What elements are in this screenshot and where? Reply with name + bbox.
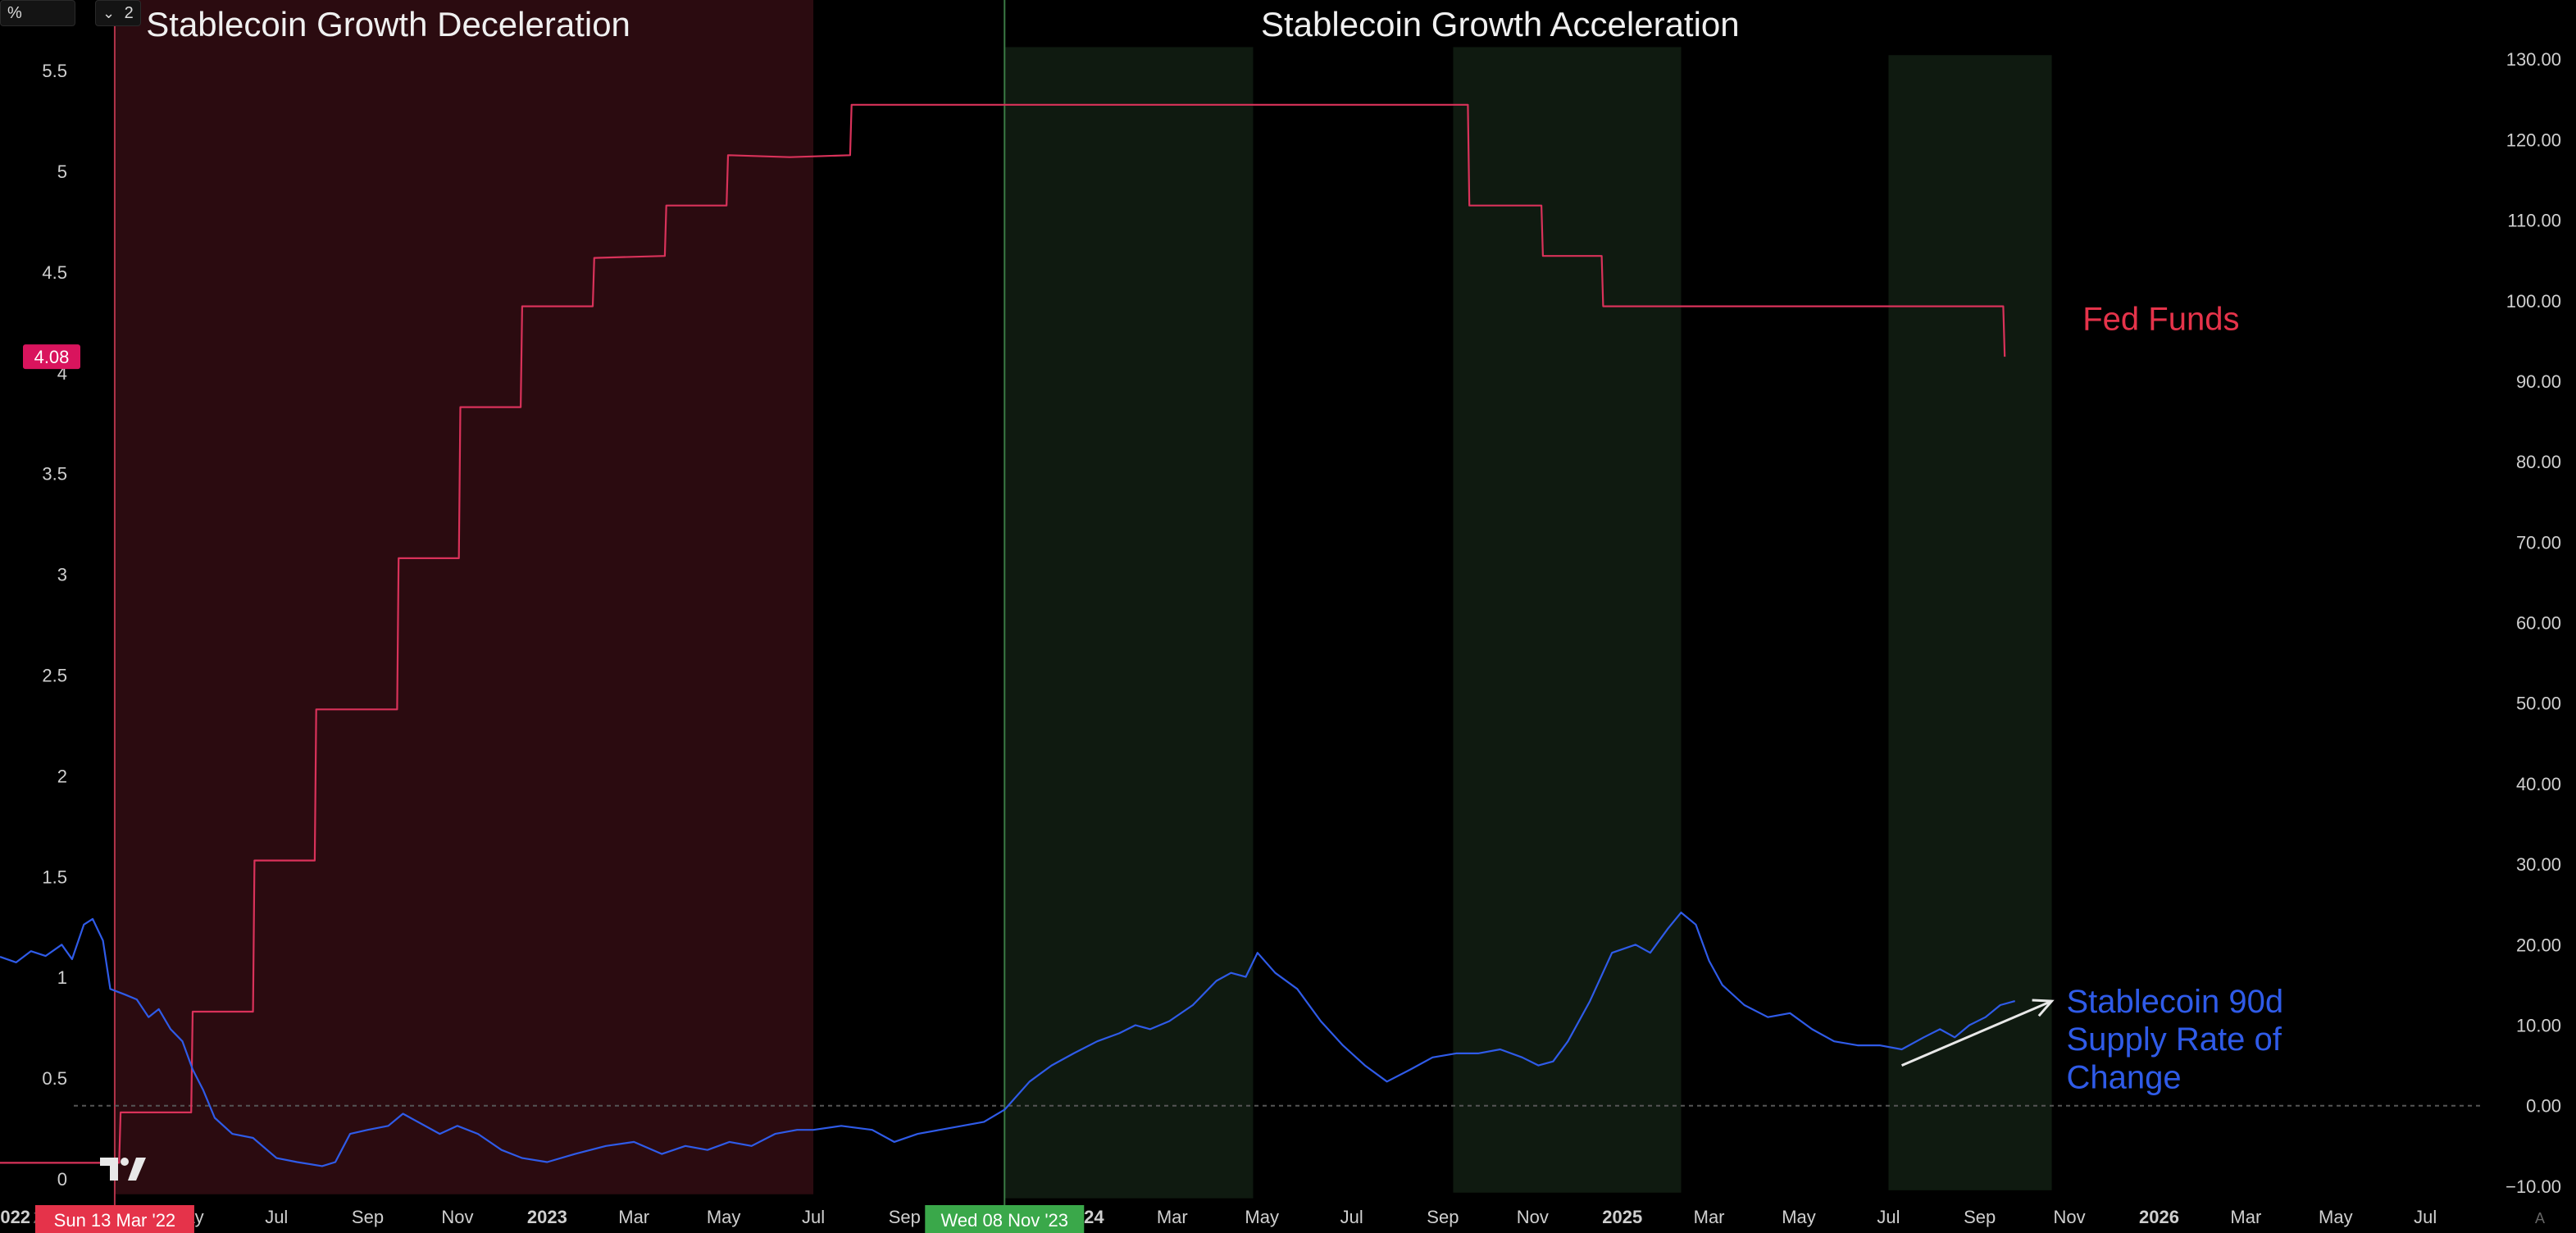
x-axis-tick-label: Sep [889, 1207, 921, 1227]
left-axis-tick-label: 5.5 [42, 61, 67, 81]
trend-arrow-head [2032, 999, 2055, 1017]
x-axis-tick-label: Jul [2414, 1207, 2437, 1227]
left-axis-tick-label: 1 [57, 967, 67, 988]
x-axis-tick-label: 2026 [2139, 1207, 2179, 1227]
last-value-badge: 4.08 [23, 344, 80, 370]
left-axis-tick-label: 2 [57, 766, 67, 786]
series-line-1 [0, 103, 2006, 1164]
annotation-label-4: Change [2067, 1059, 2182, 1095]
scale-toggle-button[interactable]: % [0, 0, 75, 26]
right-axis-tick-label: 20.00 [2516, 935, 2561, 955]
cursor-date-label-1: Sun 13 Mar '22 [34, 1205, 194, 1233]
shaded-region-3 [1453, 47, 1682, 1193]
left-axis-tick-label: 0 [57, 1169, 67, 1190]
last-value-bg [23, 344, 80, 370]
left-axis-tick-label: 2.5 [42, 665, 67, 685]
x-axis-tick-label: Sep [1964, 1207, 1996, 1227]
left-axis-tick-label: 0.5 [42, 1068, 67, 1089]
left-axis-tick-label: 3.5 [42, 464, 67, 485]
x-axis-tick-label: Mar [1157, 1207, 1188, 1227]
x-axis-tick-label: Nov [441, 1207, 473, 1227]
right-axis-tick-label: 0.00 [2526, 1096, 2561, 1117]
right-axis-tick-label: 50.00 [2516, 694, 2561, 714]
cursor-date-text: Wed 08 Nov '23 [941, 1210, 1068, 1231]
shaded-region-4 [1888, 55, 2052, 1190]
x-axis-tick-label: Nov [1517, 1207, 1549, 1227]
annotation-label-2: Stablecoin 90d [2067, 984, 2284, 1020]
shaded-region-2 [1004, 47, 1254, 1199]
right-axis-tick-label: 70.00 [2516, 532, 2561, 553]
shaded-region-1 [114, 0, 814, 1194]
x-axis-tick-label: 2025 [1602, 1207, 1642, 1227]
series-line-2 [0, 912, 2015, 1167]
x-axis-tick-label: Jul [1340, 1207, 1363, 1227]
x-axis-tick-label: Jul [1877, 1207, 1900, 1227]
x-axis-tick-label: Mar [618, 1207, 649, 1227]
right-axis-tick-label: 60.00 [2516, 613, 2561, 634]
x-axis-tick-label: Sep [1427, 1207, 1459, 1227]
x-axis-tick-label: Mar [2230, 1207, 2261, 1227]
x-axis-tick-label: May [1245, 1207, 1279, 1227]
right-axis-tick-label: 90.00 [2516, 371, 2561, 392]
cursor-date-label-2: Wed 08 Nov '23 [925, 1205, 1085, 1233]
dropdown-value: 2 [124, 4, 134, 22]
region-title-1: Stablecoin Growth Deceleration [146, 5, 630, 43]
x-axis-tick-label: Mar [1694, 1207, 1725, 1227]
trend-arrow-shaft [1900, 999, 2053, 1067]
region-title-2: Stablecoin Growth Acceleration [1261, 5, 1740, 43]
chevron-down-icon: ⌄ [102, 5, 116, 21]
right-axis-tick-label: 100.00 [2506, 291, 2561, 312]
cursor-date-bg [925, 1205, 1085, 1233]
right-axis-tick-label: 10.00 [2516, 1016, 2561, 1036]
cursor-date-text: Sun 13 Mar '22 [54, 1210, 176, 1231]
last-value-text: 4.08 [34, 347, 70, 367]
right-axis-tick-label: 130.00 [2506, 49, 2561, 70]
trend-arrow [1900, 999, 2055, 1067]
bottom-right-marker: A [2535, 1210, 2545, 1226]
cursor-date-bg [34, 1205, 194, 1233]
right-axis-tick-label: 80.00 [2516, 452, 2561, 472]
right-axis-tick-label: 110.00 [2507, 211, 2561, 231]
left-axis-tick-label: 1.5 [42, 867, 67, 887]
right-axis-tick-label: −10.00 [2505, 1176, 2561, 1197]
x-axis-tick-label: Nov [2054, 1207, 2086, 1227]
scale-label: % [7, 4, 22, 22]
right-axis-tick-label: 30.00 [2516, 854, 2561, 875]
x-axis-tick-label: May [1782, 1207, 1816, 1227]
x-axis-tick-label: Jul [802, 1207, 825, 1227]
x-axis-tick-label: Jul [265, 1207, 288, 1227]
x-axis-tick-label: May [2319, 1207, 2353, 1227]
x-axis-tick-label: 2022 [0, 1207, 30, 1227]
x-axis-tick-label: 2023 [527, 1207, 567, 1227]
right-axis-tick-label: 40.00 [2516, 774, 2561, 794]
right-axis-tick-label: 120.00 [2506, 130, 2561, 150]
left-axis-tick-label: 5 [57, 162, 67, 182]
left-axis-tick-label: 4.5 [42, 262, 67, 283]
left-axis-tick-label: 3 [57, 565, 67, 585]
annotation-label-1: Fed Funds [2082, 301, 2239, 337]
x-axis-tick-label: May [707, 1207, 741, 1227]
x-axis-tick-label: Sep [352, 1207, 384, 1227]
logo-part-dot [121, 1158, 129, 1166]
series-dropdown[interactable]: ⌄ 2 [95, 0, 141, 26]
tradingview-logo [100, 1158, 146, 1181]
annotation-label-3: Supply Rate of [2067, 1021, 2282, 1058]
logo-part-v [128, 1158, 146, 1181]
logo-part-t [100, 1158, 118, 1181]
